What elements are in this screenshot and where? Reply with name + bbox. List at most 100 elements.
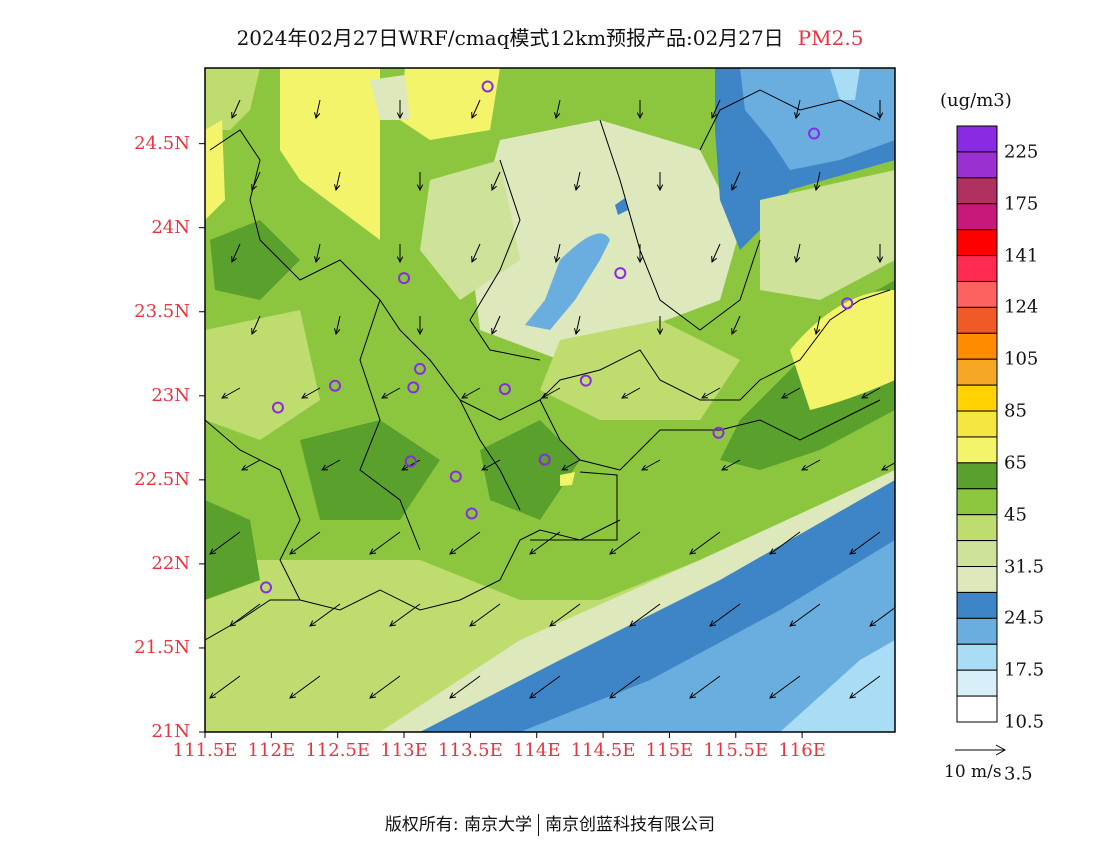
wind-arrow — [389, 603, 421, 627]
station-marker — [465, 507, 478, 520]
colorbar-swatch — [956, 203, 998, 231]
wind-arrow-head — [396, 112, 404, 120]
map-title: 2024年02月27日WRF/cmaq模式12km预报产品:02月27日 PM2.… — [0, 22, 1100, 51]
wind-arrow-head — [656, 184, 664, 192]
station-marker — [404, 455, 417, 468]
wind-arrow-head — [209, 548, 217, 555]
wind-arrow — [529, 675, 561, 699]
colorbar-swatch — [956, 384, 998, 412]
station-marker — [260, 581, 273, 594]
wind-arrow — [369, 675, 401, 699]
wind-arrow — [709, 603, 741, 627]
wind-arrow-head — [689, 692, 697, 699]
wind-arrow — [315, 243, 321, 263]
wind-arrow-head — [641, 464, 649, 471]
wind-arrow-head — [231, 111, 237, 120]
wind-arrow-head — [471, 255, 477, 264]
wind-arrow-head — [709, 620, 717, 627]
wind-arrow — [471, 243, 481, 263]
colorbar-swatch — [956, 617, 998, 645]
wind-arrow-head — [731, 327, 737, 336]
wind-arrow — [769, 675, 801, 699]
lat-tick-label: 24.5N — [134, 132, 190, 154]
wind-arrow — [629, 603, 661, 627]
wind-arrow-head — [636, 256, 644, 264]
colorbar-label: 175 — [1004, 193, 1039, 215]
wind-arrow — [471, 99, 481, 119]
lon-tick-label: 111.5E — [172, 740, 238, 761]
wind-arrow — [449, 675, 481, 699]
wind-arrow-head — [396, 256, 404, 264]
colorbar-swatch — [956, 125, 998, 153]
colorbar-label: 10.5 — [1004, 711, 1045, 733]
wind-arrow-head — [869, 620, 877, 627]
wind-arrow-head — [321, 464, 329, 471]
copyright-right: 南京创蓝科技有限公司 — [545, 815, 716, 835]
plot-frame — [204, 67, 896, 733]
colorbar-swatch — [956, 332, 998, 360]
wind-arrow-head — [861, 392, 869, 399]
lon-tick-label: 115E — [645, 740, 694, 761]
lon-tick-label: 113E — [380, 740, 428, 761]
station-marker — [407, 381, 420, 394]
wind-arrow-head — [314, 112, 321, 120]
wind-arrow — [795, 99, 801, 119]
wind-arrow-head — [721, 464, 729, 471]
wind-arrow — [689, 675, 721, 699]
wind-arrow-head — [689, 548, 697, 555]
colorbar-swatch — [956, 514, 998, 542]
wind-arrow-head — [389, 620, 397, 627]
station-marker — [712, 426, 725, 439]
wind-arrow — [221, 387, 241, 399]
colorbar-unit: (ug/m3) — [940, 90, 1012, 111]
wind-arrow-head — [814, 184, 821, 192]
wind-arrow — [781, 387, 801, 399]
wind-arrow-head — [251, 183, 257, 192]
colorbar-swatch — [956, 540, 998, 568]
wind-arrow-head — [849, 692, 857, 699]
colorbar-label: 85 — [1004, 400, 1027, 422]
wind-arrow — [491, 171, 501, 191]
wind-arrow — [491, 315, 501, 335]
wind-arrow-head — [789, 620, 797, 627]
wind-arrow — [769, 531, 801, 555]
wind-arrow-head — [621, 392, 629, 399]
wind-arrow-head — [449, 548, 457, 555]
wind-arrow — [575, 315, 581, 335]
colorbar-label: 24.5 — [1004, 607, 1045, 629]
lat-tick-label: 21N — [151, 721, 190, 742]
wind-arrow-head — [491, 327, 497, 336]
wind-arrow-head — [241, 464, 249, 471]
colorbar-swatch — [956, 177, 998, 205]
station-marker — [614, 267, 627, 280]
wind-arrow — [335, 315, 341, 335]
wind-arrow-head — [711, 111, 717, 120]
colorbar-swatch — [956, 306, 998, 334]
wind-arrow-head — [481, 464, 489, 471]
wind-legend-label: 10 m/s — [944, 762, 1002, 782]
lat-tick-label: 22.5N — [134, 468, 190, 490]
station-marker — [808, 127, 821, 140]
wind-arrow-head — [231, 255, 237, 264]
wind-arrow — [369, 531, 401, 555]
wind-arrow-head — [309, 620, 317, 627]
wind-arrow — [575, 171, 581, 191]
colorbar-swatch — [956, 358, 998, 386]
wind-arrow — [289, 675, 321, 699]
colorbar-label: 17.5 — [1004, 659, 1045, 681]
wind-arrow-head — [461, 392, 469, 399]
wind-arrow-head — [251, 327, 257, 336]
station-marker — [398, 272, 411, 285]
wind-arrow — [731, 171, 741, 191]
wind-arrow — [561, 459, 581, 471]
wind-arrow-head — [549, 620, 557, 627]
wind-arrow-head — [897, 185, 902, 190]
colorbar-label: 3.5 — [1004, 763, 1033, 785]
wind-arrow-head — [876, 112, 884, 120]
wind-arrow — [689, 531, 721, 555]
wind-arrow-head — [401, 464, 409, 471]
wind-arrow — [861, 387, 881, 399]
wind-arrow — [209, 675, 241, 699]
wind-arrow — [241, 459, 261, 471]
